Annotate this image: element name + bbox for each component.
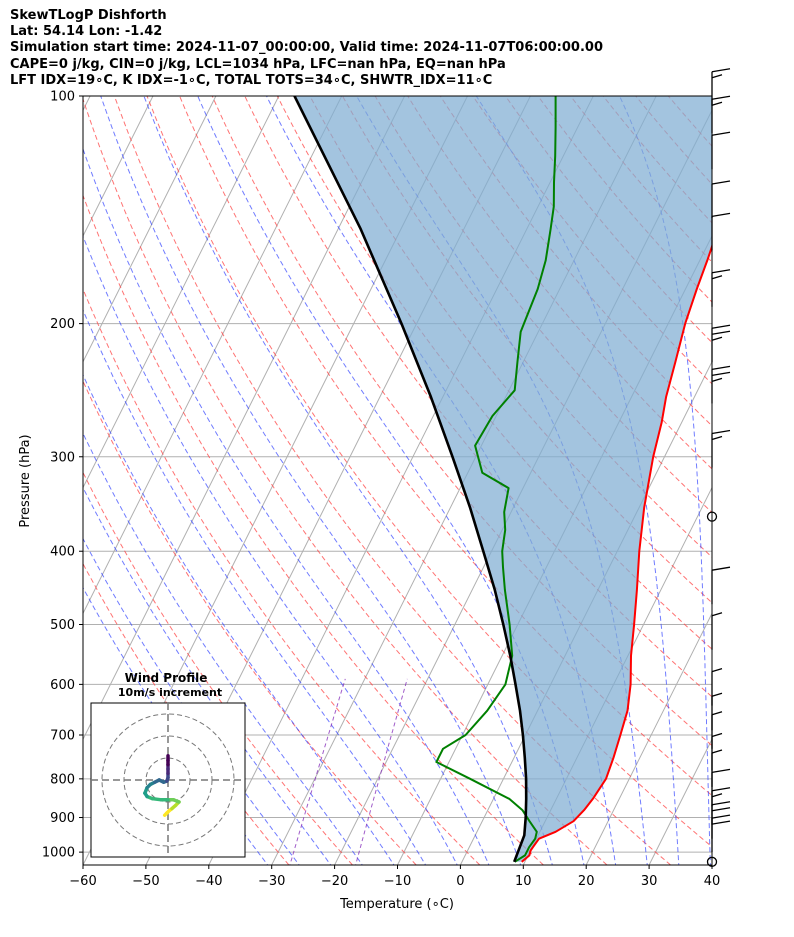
isotherm-gridline [83, 96, 406, 741]
dewpoint-profile [435, 96, 557, 863]
wind-barb-flag [711, 692, 723, 697]
wind-barb-calm [706, 511, 718, 522]
moist-adiabat [83, 373, 395, 865]
moist-adiabat [100, 96, 522, 865]
dry-adiabat [179, 96, 712, 797]
wind-barb-flag [711, 801, 731, 806]
wind-barb-flag [711, 336, 723, 341]
wind-barb-flag [711, 768, 731, 774]
wind-barb-flag [711, 101, 723, 106]
wind-barb-flag [711, 131, 731, 136]
moist-adiabat [773, 96, 794, 868]
hodograph-subtitle: 10m/s increment [118, 686, 222, 699]
moist-adiabat [83, 432, 363, 865]
isotherm-gridline [83, 96, 154, 238]
wind-barb-flag [711, 324, 731, 329]
moist-adiabat [83, 147, 490, 865]
hodograph-title: Wind Profile [125, 671, 208, 685]
dry-adiabat [211, 96, 712, 747]
moist-adiabat [83, 486, 332, 865]
cape-line: CAPE=0 j/kg, CIN=0 j/kg, LCL=1034 hPa, L… [10, 56, 506, 72]
y-tick-label: 1000 [42, 846, 75, 861]
wind-barb-flag [711, 667, 723, 673]
wind-barb-flag [711, 371, 731, 377]
temperature-profile [521, 243, 712, 863]
time-line: Simulation start time: 2024-11-07_00:00:… [10, 40, 603, 56]
wind-barb-flag [711, 814, 731, 819]
cin-shading [294, 96, 712, 862]
wind-barb-flag [711, 807, 731, 812]
isotherm-gridline [711, 863, 712, 865]
y-axis-label: Pressure (hPa) [18, 434, 33, 527]
wind-barb-flag [711, 820, 731, 825]
wind-barb-flag [711, 330, 731, 335]
x-tick-label: −60 [69, 874, 96, 889]
dry-adiabat [83, 194, 544, 865]
y-tick-label: 500 [50, 618, 75, 633]
x-tick-label: 30 [641, 874, 658, 889]
isotherm-gridline [585, 612, 712, 865]
wind-barb-flag [711, 787, 731, 792]
y-tick-label: 600 [50, 678, 75, 693]
y-tick-label: 700 [50, 728, 75, 743]
y-tick-label: 300 [50, 450, 75, 465]
wind-barb-flag [711, 74, 723, 79]
wind-barb-flag [711, 212, 731, 217]
wind-barb-flag [711, 269, 731, 274]
wind-barb-flag [711, 793, 723, 798]
isotherm-gridline [83, 96, 343, 615]
chart-title: SkewTLogP Dishforth [10, 8, 167, 23]
location-line: Lat: 54.14 Lon: -1.42 [10, 24, 163, 40]
x-tick-label: −40 [195, 874, 222, 889]
moist-adiabat [733, 96, 745, 868]
wind-barb-flag [711, 365, 731, 371]
wind-barbs [706, 68, 731, 867]
wind-barb-flag [711, 732, 723, 738]
moist-adiabat [83, 537, 300, 865]
x-axis-label: Temperature (∘C) [339, 897, 454, 912]
wind-barb-flag [711, 749, 723, 754]
wind-barb-flag [711, 180, 731, 185]
x-tick-label: 0 [456, 874, 464, 889]
wind-barb-flag [711, 377, 723, 383]
hodograph: Wind Profile 10m/s increment [90, 671, 246, 858]
mixing-ratio-line [289, 678, 346, 865]
wind-barb-flag [711, 435, 723, 441]
wind-barb-flag [711, 68, 731, 73]
wind-barb-flag [711, 95, 731, 100]
y-tick-label: 200 [50, 317, 75, 332]
x-tick-label: −50 [132, 874, 159, 889]
mixing-ratio-line [355, 678, 408, 865]
x-tick-label: 20 [578, 874, 595, 889]
moist-adiabat [83, 234, 458, 865]
y-tick-label: 900 [50, 811, 75, 826]
x-tick-label: 10 [515, 874, 532, 889]
x-tick-label: −10 [384, 874, 411, 889]
dry-adiabat [83, 287, 481, 865]
wind-barb-calm [706, 856, 718, 867]
chart-header: SkewTLogP Dishforth Lat: 54.14 Lon: -1.4… [10, 8, 603, 89]
isotherm-gridline [83, 96, 91, 112]
wind-barb-flag [711, 566, 731, 571]
wind-barb-flag [711, 275, 723, 280]
y-tick-label: 100 [50, 90, 75, 105]
x-tick-label: 40 [704, 874, 721, 889]
index-line: LFT IDX=19∘C, K IDX=-1∘C, TOTAL TOTS=34∘… [10, 72, 493, 88]
isotherm-gridline [775, 96, 794, 865]
dry-adiabat [83, 97, 608, 865]
moist-adiabat [619, 96, 711, 865]
x-tick-label: −30 [258, 874, 285, 889]
wind-barb-flag [711, 612, 723, 617]
dry-adiabat [83, 471, 353, 865]
moist-adiabat [143, 96, 553, 865]
wind-barb-flag [711, 429, 731, 435]
y-tick-label: 400 [50, 545, 75, 560]
y-tick-label: 800 [50, 772, 75, 787]
wind-barb-flag [711, 711, 723, 716]
parcel-profile [293, 96, 528, 863]
x-tick-label: −20 [321, 874, 348, 889]
